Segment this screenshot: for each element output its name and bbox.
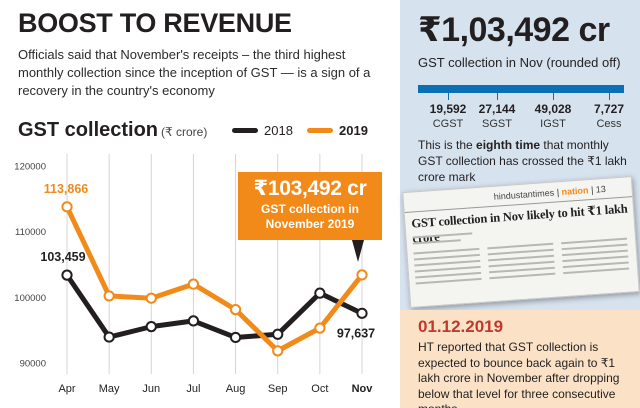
deck-text: Officials said that November's receipts … [18, 47, 371, 98]
component-bar [418, 85, 624, 93]
y-tick-label: 110000 [15, 227, 46, 238]
legend-item-2018: 2018 [232, 121, 293, 139]
callout-line-2: November 2019 [265, 217, 355, 231]
data-point-2018-jul [187, 315, 200, 327]
callout-line-1: GST collection in [260, 202, 359, 216]
headline: BOOST TO REVENUE [18, 8, 292, 38]
clipping-text-line [413, 253, 480, 261]
clipping-text-line [488, 266, 555, 274]
chart-panel: BOOST TO REVENUE Officials said that Nov… [14, 8, 382, 395]
series-line-2018 [64, 272, 365, 340]
nov-collection-caption: GST collection in Nov (rounded off) [418, 55, 621, 70]
data-point-2019-sep [272, 345, 284, 357]
clipping-text-line [561, 237, 628, 245]
x-tick-label-nov: Nov [352, 383, 374, 395]
data-point-2019-oct [314, 322, 326, 334]
component-label: IGST [540, 118, 566, 130]
data-label-2019-apr: 113,866 [44, 182, 89, 196]
series-line-2019 [64, 204, 365, 354]
chart-title: GST collection (₹ crore) [18, 119, 207, 142]
data-point-2019-jul [187, 278, 200, 290]
legend-swatch-2019 [307, 127, 333, 133]
clipping-page: 13 [595, 183, 607, 195]
clipping-text-line [414, 259, 481, 267]
clipping-text-line [415, 271, 482, 279]
note-emphasis: eighth time [476, 138, 541, 152]
clipping-text-line [487, 242, 554, 250]
component-value: 27,144 [478, 102, 516, 116]
clipping-text-line [487, 248, 554, 256]
legend-swatch-2018 [232, 127, 258, 133]
component-tick [497, 93, 498, 100]
clipping-text-line [561, 243, 628, 251]
clipping-text-line [488, 260, 555, 268]
milestone-note: This is the eighth time that monthly GST… [418, 137, 633, 185]
data-point-2018-oct [314, 287, 326, 299]
data-point-2019-may [103, 290, 115, 302]
chart-unit: (₹ crore) [161, 125, 208, 139]
clipping-text-line [414, 265, 481, 273]
data-point-2018-jun [145, 321, 157, 333]
data-point-2018-sep [272, 328, 284, 340]
callout-amount: ₹103,492 cr [253, 177, 367, 200]
clipping-text-line [415, 277, 482, 285]
clipping-text-line [561, 249, 628, 257]
dated-note-box: 01.12.2019 HT reported that GST collecti… [400, 310, 640, 408]
data-label-2018-nov: 97,637 [337, 326, 375, 340]
x-tick-label-jul: Jul [186, 383, 200, 395]
chart-title-text: GST collection [18, 119, 159, 141]
component-value: 7,727 [593, 102, 625, 116]
component-tick [553, 93, 554, 100]
data-point-2019-jun [145, 292, 157, 304]
clipping-text-line [563, 267, 630, 275]
component-label: SGST [482, 118, 512, 130]
y-tick-label: 100000 [14, 293, 46, 304]
nov-collection-amount: ₹1,03,492 cr [418, 11, 610, 49]
legend-label-2018: 2018 [264, 122, 293, 138]
clipping-section: nation [561, 185, 589, 198]
callout-pointer [352, 240, 364, 262]
data-point-2018-apr [61, 269, 73, 281]
component-tick [448, 93, 449, 100]
data-point-2019-apr [61, 201, 73, 213]
data-point-2018-aug [229, 331, 242, 344]
x-tick-label-apr: Apr [58, 383, 75, 395]
component-value: 49,028 [534, 102, 572, 116]
data-point-2018-may [103, 331, 115, 343]
y-tick-label: 90000 [20, 358, 46, 369]
clipping-text-line [413, 247, 480, 255]
component-label: Cess [596, 118, 622, 130]
component-sgst: 27,144 SGST [469, 0, 525, 130]
component-igst: 49,028 IGST [525, 0, 581, 130]
x-tick-label-oct: Oct [311, 383, 328, 395]
note-part: that monthly GST collection has crossed … [418, 138, 627, 184]
newspaper-clipping: hindustantimes | nation | 13 GST collect… [402, 176, 640, 308]
data-point-2019-aug [229, 304, 242, 316]
component-cess: 7,727 Cess [581, 0, 637, 130]
data-point-2019-nov [356, 269, 368, 281]
component-label: CGST [432, 118, 464, 130]
x-tick-label-sep: Sep [268, 383, 288, 395]
component-cgst: 19,592 CGST [420, 0, 476, 130]
report-summary: HT reported that GST collection is expec… [418, 340, 620, 408]
report-date: 01.12.2019 [418, 317, 504, 336]
clipping-text-line [488, 254, 555, 262]
component-tick [609, 93, 610, 100]
callout-box: ₹103,492 cr GST collection in November 2… [238, 172, 382, 240]
y-tick-label: 120000 [14, 162, 46, 173]
legend-label-2019: 2019 [339, 122, 368, 138]
clipping-text-line [562, 255, 629, 263]
component-value: 19,592 [429, 102, 467, 116]
data-point-2018-nov [356, 307, 368, 319]
data-label-2018-apr: 103,459 [40, 250, 85, 264]
clipping-paper-name: hindustantimes [493, 187, 555, 202]
legend-item-2019: 2019 [307, 121, 368, 139]
x-tick-label-jun: Jun [142, 383, 160, 395]
x-tick-label-may: May [99, 383, 120, 395]
clipping-text-line [489, 272, 556, 280]
note-part: This is the [418, 138, 477, 152]
clipping-text-line [562, 261, 629, 269]
x-tick-label-aug: Aug [226, 383, 246, 395]
